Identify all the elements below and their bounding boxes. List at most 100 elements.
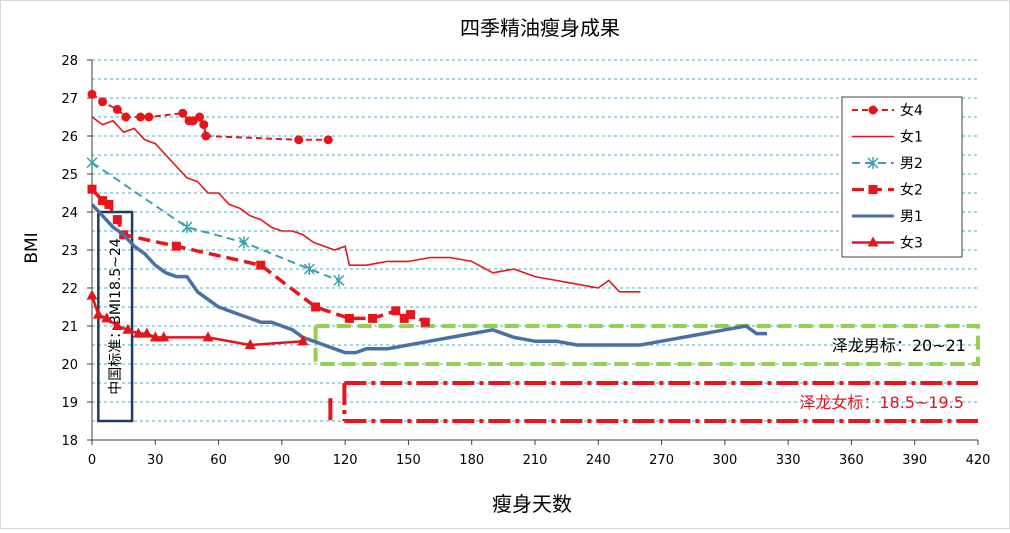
legend-item: 女3 <box>852 235 923 252</box>
data-point <box>112 104 122 114</box>
data-point <box>195 112 205 122</box>
data-point <box>98 97 108 107</box>
y-tick-label: 18 <box>61 434 78 449</box>
y-tick-label: 27 <box>61 92 78 107</box>
axes: 18 19 20 21 22 23 24 25 26 27 28 0 30 60 90 120 150 180 21… <box>61 54 990 468</box>
series-0 <box>87 89 333 145</box>
data-point <box>344 313 354 323</box>
data-point <box>111 320 123 330</box>
x-tick-label: 270 <box>649 453 674 468</box>
data-point <box>122 323 134 334</box>
data-point <box>368 313 378 323</box>
data-point <box>311 302 321 312</box>
x-tick-label: 30 <box>147 453 164 468</box>
data-point <box>121 112 131 122</box>
x-tick-label: 210 <box>523 453 548 468</box>
series-line <box>90 203 768 355</box>
legend-label: 女3 <box>900 235 923 252</box>
data-point <box>294 135 304 145</box>
series-5 <box>86 289 309 349</box>
data-point <box>112 215 122 225</box>
legend: 女4 女1 男2 女2 男1 女3 <box>841 96 963 258</box>
zelong-male-standard-box <box>313 324 981 366</box>
data-point <box>178 108 188 118</box>
data-point <box>158 331 170 342</box>
x-tick-label: 330 <box>776 453 801 468</box>
data-point <box>244 339 256 349</box>
y-tick-label: 20 <box>61 358 78 373</box>
data-point <box>87 89 97 99</box>
data-point <box>92 308 104 319</box>
data-point <box>87 184 97 194</box>
data-point <box>201 131 211 141</box>
data-point <box>303 263 315 275</box>
x-tick-label: 300 <box>712 453 737 468</box>
y-tick-label: 19 <box>61 396 78 411</box>
series-1 <box>91 116 641 293</box>
data-point <box>141 327 153 338</box>
zelong-female-standard-label: 泽龙女标：18.5~19.5 <box>799 393 964 412</box>
y-tick-label: 23 <box>61 244 78 259</box>
data-point <box>399 313 409 323</box>
legend-marker <box>867 157 879 169</box>
data-point <box>406 310 416 320</box>
y-tick-label: 28 <box>61 54 78 69</box>
x-tick-label: 150 <box>396 453 421 468</box>
series-2 <box>86 156 345 287</box>
data-point <box>199 120 209 130</box>
data-series <box>86 89 768 355</box>
legend-marker <box>868 185 878 194</box>
series-line <box>91 116 641 293</box>
x-tick-label: 90 <box>274 453 291 468</box>
x-axis-label: 瘦身天数 <box>492 492 572 516</box>
data-point <box>104 199 114 209</box>
data-point <box>202 331 214 342</box>
legend-item: 男1 <box>852 209 923 225</box>
x-tick-label: 360 <box>839 453 864 468</box>
chart-title: 四季精油瘦身成果 <box>460 16 620 40</box>
data-point <box>86 289 98 300</box>
data-point <box>136 112 146 122</box>
legend-marker <box>868 105 878 115</box>
data-point <box>323 135 333 145</box>
y-tick-label: 21 <box>61 320 78 335</box>
y-tick-label: 24 <box>61 206 78 221</box>
legend-item: 男2 <box>852 156 923 172</box>
data-point <box>149 331 161 342</box>
legend-box <box>841 96 963 258</box>
data-point <box>144 112 154 122</box>
data-point <box>333 274 345 287</box>
data-point <box>132 327 144 338</box>
data-point <box>420 317 430 327</box>
china-standard-label: 中国标准：BMI18.5~24 <box>108 238 124 395</box>
x-tick-label: 180 <box>459 453 484 468</box>
legend-label: 男1 <box>900 209 923 225</box>
x-tick-label: 420 <box>966 453 991 468</box>
x-tick-label: 120 <box>333 453 358 468</box>
y-tick-label: 22 <box>61 282 78 297</box>
y-tick-label: 25 <box>61 168 78 183</box>
data-point <box>171 241 181 251</box>
x-tick-label: 240 <box>586 453 611 468</box>
legend-label: 女1 <box>900 129 923 146</box>
zelong-male-standard-label: 泽龙男标：20~21 <box>832 336 966 355</box>
legend-item: 女2 <box>852 182 923 199</box>
y-tick-label: 26 <box>61 130 78 145</box>
legend-label: 女2 <box>900 182 923 199</box>
legend-label: 女4 <box>900 102 923 119</box>
data-point <box>181 221 193 234</box>
data-point <box>238 236 250 249</box>
x-tick-label: 60 <box>210 453 227 468</box>
data-point <box>256 260 266 270</box>
legend-label: 男2 <box>900 156 923 172</box>
data-point <box>391 306 401 316</box>
y-axis-label: BMI <box>22 232 42 263</box>
data-point <box>86 156 98 169</box>
series-4 <box>90 203 768 355</box>
legend-item: 女4 <box>852 102 923 119</box>
data-point <box>98 196 108 206</box>
x-tick-label: 390 <box>902 453 927 468</box>
